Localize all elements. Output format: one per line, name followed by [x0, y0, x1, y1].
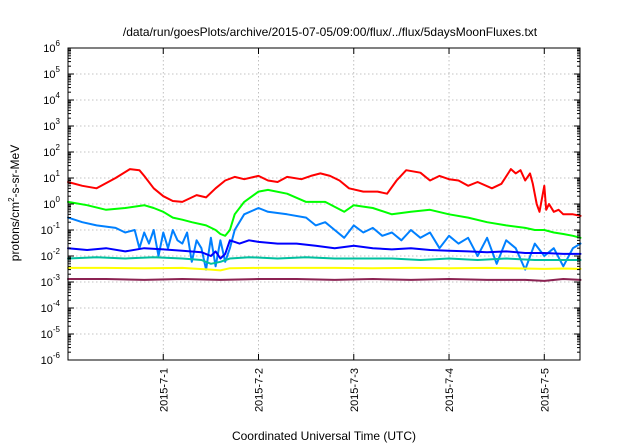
- y-axis-label: protons/cm2-s-sr-MeV: [7, 145, 22, 261]
- series-line-7: [67, 278, 582, 282]
- x-tick-label: 2015-7-2: [254, 368, 266, 412]
- y-tick-label: 101: [43, 169, 60, 185]
- y-tick-label: 10-6: [41, 351, 61, 367]
- y-tick-label: 105: [43, 65, 60, 81]
- y-tick-labels: 10-6 10-5 10-4 10-3 10-2 10-1 100 101 102 103 104 1…: [41, 39, 61, 367]
- y-tick-label: 10-3: [41, 273, 61, 289]
- series-line-3: [67, 207, 582, 271]
- x-tick-label: 2015-7-1: [158, 368, 170, 412]
- y-tick-label: 10-1: [41, 221, 61, 237]
- x-tick-label: 2015-7-5: [539, 368, 551, 412]
- x-tick-label: 2015-7-4: [444, 368, 456, 412]
- series-line-4: [67, 239, 582, 260]
- y-tick-label: 100: [43, 195, 60, 211]
- y-tick-label: 102: [43, 143, 60, 159]
- y-tick-label: 106: [43, 39, 60, 55]
- y-tick-label: 10-5: [41, 325, 61, 341]
- grid-lines: [68, 48, 580, 360]
- axis-ticks: [68, 47, 580, 361]
- y-tick-label: 103: [43, 117, 60, 133]
- y-tick-label: 10-4: [41, 299, 61, 315]
- x-axis-label: Coordinated Universal Time (UTC): [232, 429, 416, 443]
- series-line-5: [67, 256, 582, 265]
- series-line-2: [67, 188, 582, 239]
- x-tick-label: 2015-7-3: [349, 368, 361, 412]
- series-line-1: [67, 168, 582, 217]
- y-tick-label: 10-2: [41, 247, 61, 263]
- y-tick-label: 104: [43, 91, 60, 107]
- series-lines: [67, 168, 582, 282]
- series-line-6: [67, 266, 582, 272]
- chart-title: /data/run/goesPlots/archive/2015-07-05/0…: [123, 25, 538, 39]
- x-tick-labels: 2015-7-1 2015-7-2 2015-7-3 2015-7-4 2015-7-5: [158, 368, 551, 412]
